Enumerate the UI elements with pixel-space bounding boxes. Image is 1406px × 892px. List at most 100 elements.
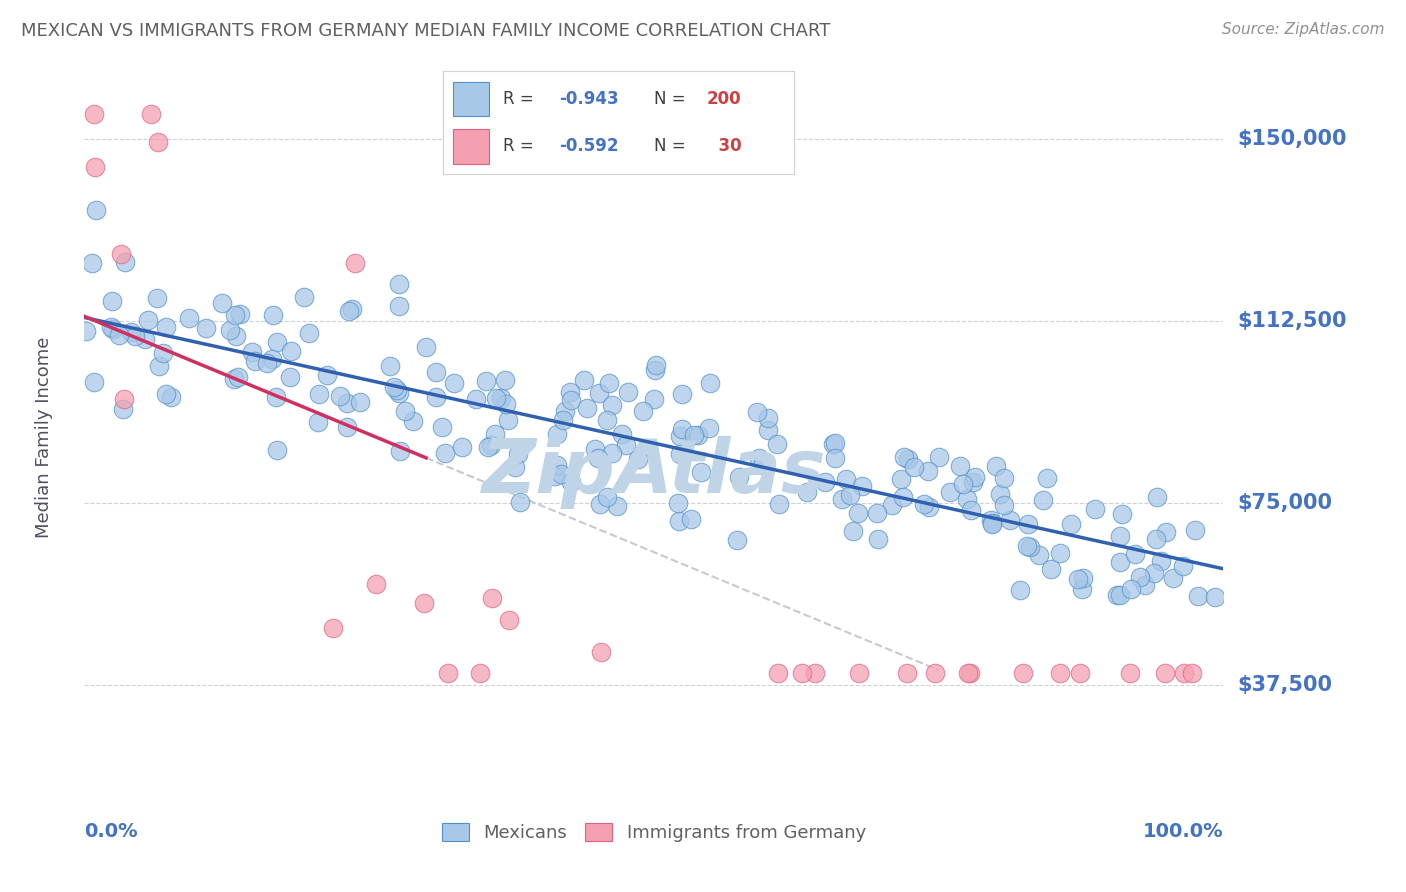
Point (388, 299, 411, 313)
Point (896, 665, 918, 680)
Text: N =: N = (654, 90, 685, 108)
Point (388, 277, 411, 291)
Point (589, 645, 612, 659)
Point (243, 354, 266, 368)
Point (389, 443, 412, 458)
Point (100, 319, 122, 334)
Point (1008, 582, 1031, 597)
Point (928, 450, 950, 464)
Point (671, 422, 693, 436)
Point (266, 442, 288, 457)
Point (981, 517, 1004, 532)
Point (495, 397, 517, 411)
Point (84, 160, 107, 174)
Point (633, 404, 655, 418)
Point (385, 383, 408, 397)
Point (219, 323, 242, 337)
Point (222, 372, 245, 386)
Text: $75,000: $75,000 (1237, 492, 1331, 513)
Point (572, 373, 595, 387)
Point (824, 436, 846, 450)
Point (949, 459, 972, 474)
Point (1032, 492, 1054, 507)
Point (1067, 572, 1090, 586)
Point (984, 459, 1007, 474)
Point (136, 313, 159, 327)
Point (956, 665, 979, 680)
Point (1084, 502, 1107, 516)
Point (965, 469, 987, 483)
Point (560, 392, 582, 407)
Point (866, 506, 889, 520)
Point (980, 513, 1002, 527)
Point (489, 391, 512, 405)
Point (112, 392, 135, 406)
Point (229, 307, 252, 321)
Point (939, 484, 962, 499)
Point (1119, 582, 1142, 597)
Point (256, 356, 278, 370)
Point (262, 308, 284, 322)
Point (804, 665, 827, 680)
Point (388, 386, 411, 401)
Point (224, 308, 246, 322)
Point (307, 415, 329, 429)
Point (413, 596, 436, 610)
Text: -0.592: -0.592 (560, 137, 619, 155)
Point (1143, 566, 1166, 581)
Point (152, 346, 174, 360)
Point (671, 387, 693, 401)
Point (100, 293, 122, 308)
Point (851, 479, 873, 493)
Point (546, 427, 568, 442)
Point (666, 496, 689, 510)
Point (430, 420, 453, 434)
Point (155, 387, 177, 401)
Point (1144, 532, 1167, 546)
Point (260, 351, 283, 366)
Point (498, 413, 520, 427)
Text: R =: R = (503, 90, 533, 108)
Point (1108, 588, 1130, 602)
Point (1028, 548, 1050, 562)
Point (1019, 541, 1042, 555)
Point (669, 429, 692, 443)
Text: R =: R = (503, 137, 533, 155)
Point (349, 394, 371, 409)
Point (1109, 529, 1132, 543)
Point (86, 202, 108, 217)
Point (959, 665, 981, 680)
Point (179, 310, 201, 325)
Point (600, 446, 623, 460)
Point (842, 524, 865, 538)
Point (679, 512, 702, 526)
Point (993, 471, 1015, 485)
Point (596, 490, 619, 504)
Point (280, 343, 302, 358)
Point (111, 401, 134, 416)
Point (644, 363, 666, 377)
Text: $112,500: $112,500 (1237, 310, 1347, 331)
Point (1146, 490, 1168, 504)
Point (508, 447, 530, 461)
Point (146, 291, 169, 305)
Point (148, 359, 170, 373)
Point (1108, 555, 1130, 569)
Point (745, 405, 768, 419)
Point (560, 475, 582, 489)
Point (617, 385, 640, 400)
Point (583, 442, 606, 457)
Point (956, 491, 979, 506)
Point (824, 450, 846, 465)
Legend: Mexicans, Immigrants from Germany: Mexicans, Immigrants from Germany (434, 815, 873, 849)
Point (550, 467, 572, 481)
Point (682, 428, 704, 442)
Point (1049, 546, 1071, 560)
Point (401, 414, 423, 428)
Point (83, 375, 105, 389)
Point (1071, 571, 1094, 585)
Point (917, 464, 939, 478)
Point (586, 451, 609, 466)
Bar (453, 81, 489, 117)
Point (846, 507, 869, 521)
